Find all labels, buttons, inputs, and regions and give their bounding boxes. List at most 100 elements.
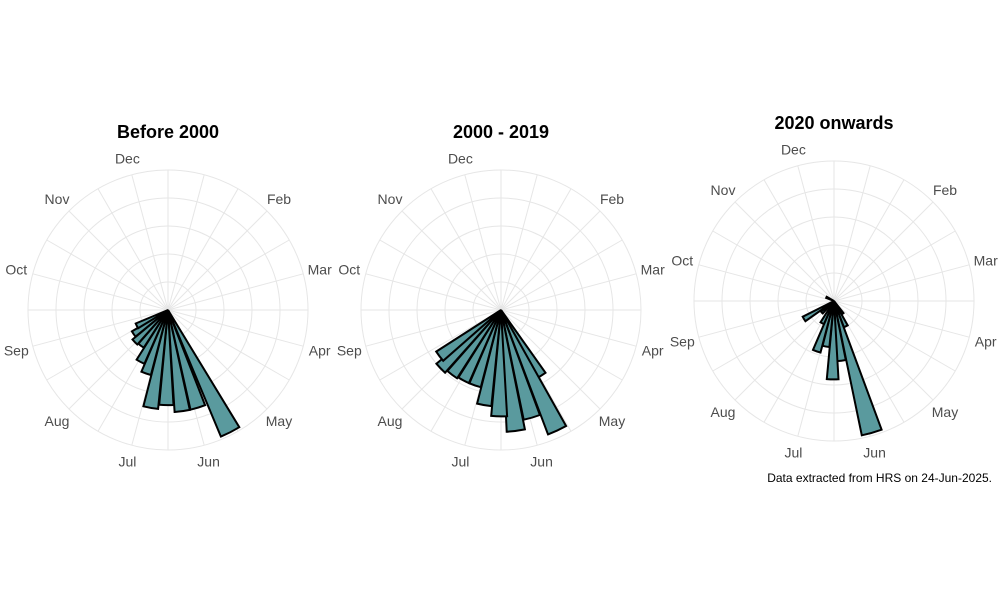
month-label-may: May xyxy=(599,413,625,429)
month-label-jul: Jul xyxy=(784,445,802,461)
month-label-aug: Aug xyxy=(378,413,403,429)
grid-spoke xyxy=(379,239,502,311)
bars xyxy=(130,309,241,438)
month-label-nov: Nov xyxy=(378,191,403,207)
month-label-jun: Jun xyxy=(863,445,886,461)
month-label-mar: Mar xyxy=(641,261,665,277)
polar-grid xyxy=(693,160,975,442)
grid-spoke xyxy=(167,188,239,311)
month-labels: Feb Mar Apr May Jun Jul Aug Sep Oct Nov Dec xyxy=(4,150,332,469)
month-label-jun: Jun xyxy=(197,454,220,470)
grid-spoke xyxy=(365,273,502,311)
month-label-feb: Feb xyxy=(267,191,291,207)
month-label-sep: Sep xyxy=(337,343,362,359)
grid-spoke xyxy=(500,174,538,311)
month-labels: Feb Mar Apr May Jun Jul Aug Sep Oct Nov Dec xyxy=(670,141,998,460)
bar xyxy=(434,309,502,375)
grid-spoke xyxy=(763,179,835,302)
month-label-dec: Dec xyxy=(115,150,140,166)
grid-spoke xyxy=(712,230,835,302)
bars xyxy=(801,295,883,437)
grid-spoke xyxy=(32,309,169,347)
panel-title: 2020 onwards xyxy=(774,113,893,133)
grid-spoke xyxy=(401,210,502,311)
panel-title: 2000 - 2019 xyxy=(453,122,549,142)
month-label-oct: Oct xyxy=(338,261,360,277)
grid-spoke xyxy=(167,309,290,381)
grid-spoke xyxy=(167,239,290,311)
grid-spoke xyxy=(167,309,268,410)
grid-spoke xyxy=(32,273,169,311)
panel-title: Before 2000 xyxy=(117,122,219,142)
grid-spoke xyxy=(97,188,169,311)
month-labels: Feb Mar Apr May Jun Jul Aug Sep Oct Nov Dec xyxy=(337,150,665,469)
bar xyxy=(490,309,509,418)
grid-spoke xyxy=(500,309,623,381)
grid-spoke xyxy=(797,165,835,302)
grid-spoke xyxy=(500,210,601,311)
bar xyxy=(131,309,169,346)
grid-spoke xyxy=(833,300,970,338)
grid-spoke xyxy=(430,188,502,311)
bar xyxy=(819,300,835,326)
grid-spoke xyxy=(46,239,169,311)
bar xyxy=(434,309,502,363)
month-label-jun: Jun xyxy=(530,454,553,470)
grid-spoke xyxy=(365,309,502,347)
month-label-feb: Feb xyxy=(933,182,957,198)
bar xyxy=(134,309,169,330)
grid-spoke xyxy=(734,300,835,401)
month-label-oct: Oct xyxy=(671,252,693,268)
month-label-dec: Dec xyxy=(781,141,806,157)
grid-spoke xyxy=(131,174,169,311)
grid-spoke xyxy=(379,309,502,381)
bar xyxy=(167,309,191,414)
month-label-oct: Oct xyxy=(5,261,27,277)
bar xyxy=(801,300,835,323)
month-label-apr: Apr xyxy=(642,343,664,359)
month-label-nov: Nov xyxy=(711,182,736,198)
grid-spoke xyxy=(500,188,572,311)
month-label-jul: Jul xyxy=(118,454,136,470)
grid-spoke xyxy=(500,273,637,311)
bar xyxy=(825,300,840,381)
bar xyxy=(500,309,568,436)
grid-spoke xyxy=(500,309,601,410)
grid-spoke xyxy=(167,273,304,311)
data-source-caption: Data extracted from HRS on 24-Jun-2025. xyxy=(767,471,992,485)
month-label-feb: Feb xyxy=(600,191,624,207)
grid-spoke xyxy=(500,309,637,347)
bars xyxy=(434,309,568,436)
month-label-may: May xyxy=(932,404,958,420)
grid-spoke xyxy=(167,174,205,311)
bar xyxy=(824,295,835,302)
grid-spoke xyxy=(698,264,835,302)
bar xyxy=(167,309,241,438)
month-label-apr: Apr xyxy=(975,334,997,350)
bar xyxy=(833,300,883,437)
grid-spoke xyxy=(833,300,934,401)
grid-spoke xyxy=(167,309,304,347)
month-label-mar: Mar xyxy=(308,261,332,277)
grid-spoke xyxy=(167,210,268,311)
grid-spoke xyxy=(833,165,871,302)
grid-spoke xyxy=(833,300,956,372)
month-label-sep: Sep xyxy=(670,334,695,350)
grid-spoke xyxy=(833,264,970,302)
month-label-mar: Mar xyxy=(974,252,998,268)
grid-spoke xyxy=(833,201,934,302)
panel-2000-2019: 2000 - 2019 Feb Mar Apr May Jun Jul Aug Sep Oct N… xyxy=(337,122,665,470)
grid-spoke xyxy=(833,179,905,302)
panel-before-2000: Before 2000 Feb Mar Apr May Jun Jul Aug Sep Oct N… xyxy=(4,122,332,470)
month-label-nov: Nov xyxy=(45,191,70,207)
month-label-apr: Apr xyxy=(309,343,331,359)
grid-spoke xyxy=(464,174,502,311)
grid-spoke xyxy=(500,239,623,311)
month-label-jul: Jul xyxy=(451,454,469,470)
month-label-sep: Sep xyxy=(4,343,29,359)
grid-spoke xyxy=(833,230,956,302)
month-label-aug: Aug xyxy=(711,404,736,420)
month-label-aug: Aug xyxy=(45,413,70,429)
month-label-dec: Dec xyxy=(448,150,473,166)
